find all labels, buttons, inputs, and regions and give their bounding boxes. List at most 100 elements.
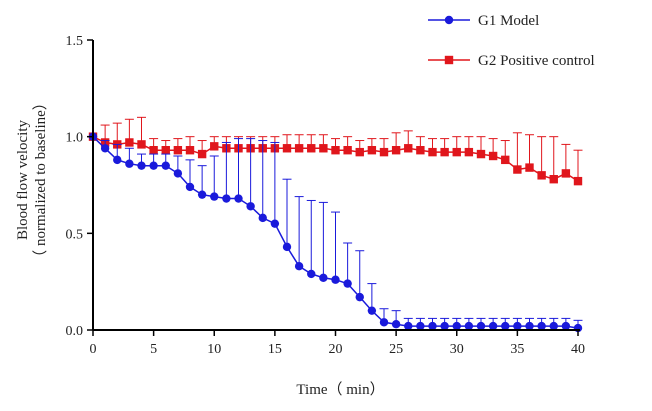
g2-positive-control-point	[501, 155, 510, 165]
g2-positive-control-point	[197, 149, 207, 159]
g1-model-point	[379, 318, 389, 327]
g1-model-point	[100, 144, 110, 153]
g1-model-point	[488, 321, 498, 331]
g2-positive-control-point	[464, 147, 474, 157]
g1-model-point	[270, 219, 280, 228]
y-axis-title-line1: Blood flow velocity	[15, 120, 31, 240]
y-axis-title-line2: （ normalized to baseline）	[32, 95, 49, 265]
legend-label-g1-model: G1 Model	[478, 13, 539, 29]
g2-positive-control-point	[149, 146, 158, 155]
x-tick-label: 15	[268, 342, 282, 357]
g2-positive-control-point	[452, 147, 461, 157]
x-tick-label: 20	[329, 342, 343, 357]
g1-model-point	[185, 182, 195, 192]
g2-positive-control-point	[391, 146, 401, 155]
g2-positive-control-point	[294, 144, 304, 153]
g2-positive-control-point	[537, 171, 546, 180]
y-axis-ticks: 0.0 0.5 1.0 1.5	[66, 34, 93, 339]
y-tick-label: 0.5	[66, 227, 84, 242]
legend-marker-g1-model	[444, 15, 454, 25]
g2-positive-control-point	[404, 144, 413, 153]
g1-model-point	[391, 320, 401, 329]
g2-positive-control-point	[125, 138, 134, 147]
g1-model-point	[476, 321, 486, 331]
plot-area	[88, 116, 583, 333]
g1-model-point	[513, 321, 522, 331]
g2-positive-control-point	[525, 163, 534, 172]
x-tick-label: 40	[571, 342, 585, 357]
g1-model-point	[367, 306, 377, 315]
g1-model-point	[525, 321, 534, 331]
g1-model-point	[113, 155, 122, 165]
g1-model-point	[501, 321, 510, 331]
g2-positive-control-point	[416, 146, 425, 155]
g1-model-point	[331, 275, 340, 284]
g2-positive-control-point	[319, 144, 328, 153]
g2-positive-control-point	[367, 146, 377, 155]
g1-model-point	[173, 169, 183, 178]
g2-positive-control-point	[210, 142, 219, 151]
g1-model-point	[355, 292, 364, 302]
g1-model-point	[125, 159, 134, 168]
series-2	[88, 116, 583, 186]
axes: 0 5 10 15 20 25 30 35 40 0.0 0.5 1.0 1.5	[66, 34, 586, 357]
x-tick-label: 10	[207, 342, 221, 357]
g1-model-point	[294, 262, 304, 271]
g2-positive-control-point	[185, 146, 195, 155]
g1-model-point	[404, 321, 413, 331]
g1-model-point	[416, 321, 425, 331]
g2-positive-control-point	[137, 140, 146, 149]
g2-positive-control-point	[549, 175, 558, 184]
x-tick-label: 25	[389, 342, 403, 357]
g1-model-point	[161, 161, 170, 170]
g1-model-point	[222, 194, 231, 203]
g2-positive-control-point	[561, 169, 571, 178]
g1-model-point	[561, 321, 571, 331]
g2-positive-control-point	[343, 146, 352, 155]
g1-model-point	[149, 161, 158, 170]
g1-model-point	[197, 190, 207, 199]
g1-model-point	[428, 321, 437, 331]
x-tick-label: 5	[150, 342, 157, 357]
g2-positive-control-point	[331, 146, 340, 155]
legend-marker-g2-positive-control	[444, 55, 454, 65]
g1-model-point	[258, 213, 267, 223]
g2-positive-control-point	[476, 149, 486, 159]
g1-model-point	[343, 279, 352, 288]
g1-model-point	[234, 194, 243, 203]
g2-positive-control-point	[513, 165, 522, 174]
g2-positive-control-point	[428, 147, 437, 157]
g1-model-point	[282, 242, 292, 252]
x-tick-label: 35	[510, 342, 524, 357]
g1-model-point	[464, 321, 474, 331]
g1-model-point	[452, 321, 461, 331]
series-1	[88, 132, 583, 333]
g1-model-point	[537, 321, 546, 331]
x-axis-ticks: 0 5 10 15 20 25 30 35 40	[90, 330, 585, 357]
g1-model-point	[319, 273, 328, 282]
g2-positive-control-point	[379, 147, 389, 157]
g2-positive-control-point	[161, 146, 170, 155]
g1-model-point	[307, 269, 316, 279]
g2-positive-control-point	[307, 144, 316, 153]
g2-positive-control-point	[355, 147, 364, 157]
g2-positive-control-point	[488, 151, 498, 161]
g1-model-point	[440, 321, 449, 331]
legend: G1 Model G2 Positive control	[428, 13, 595, 69]
g2-positive-control-point	[173, 146, 183, 155]
x-tick-label: 30	[450, 342, 464, 357]
legend-label-g2-positive-control: G2 Positive control	[478, 53, 595, 69]
x-axis-title: Time（ min）	[296, 381, 384, 398]
g1-model-point	[137, 161, 146, 170]
g1-model-point	[210, 192, 219, 201]
g2-positive-control-point	[282, 144, 292, 153]
g2-positive-control-point	[573, 176, 583, 186]
g1-model-point	[549, 321, 558, 331]
y-tick-label: 1.0	[66, 131, 84, 146]
y-tick-label: 0.0	[66, 324, 84, 339]
g2-positive-control-point	[440, 147, 449, 157]
x-tick-label: 0	[90, 342, 97, 357]
y-tick-label: 1.5	[66, 34, 84, 49]
g1-model-point	[246, 202, 255, 211]
